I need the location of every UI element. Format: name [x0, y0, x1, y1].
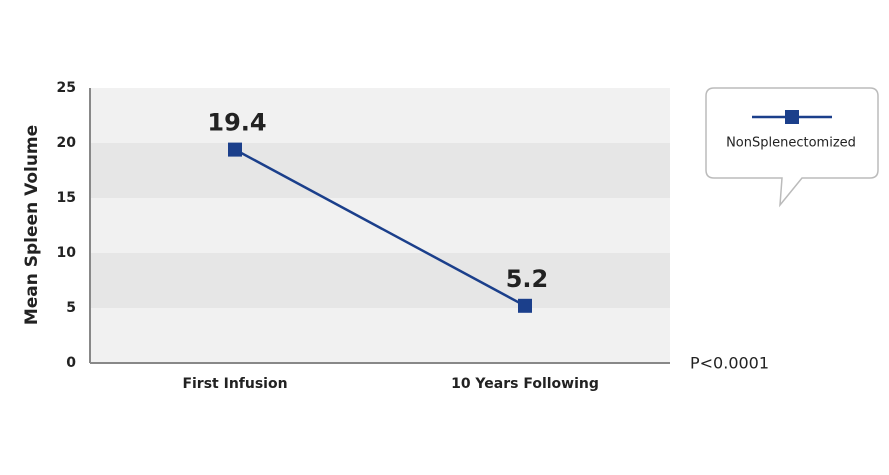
legend-box	[705, 87, 879, 208]
legend-label: NonSplenectomized	[726, 136, 856, 151]
grid-band	[90, 198, 670, 253]
y-tick-label: 0	[66, 355, 76, 371]
y-tick-label: 15	[57, 190, 76, 206]
point-marker	[518, 298, 532, 313]
annotation: P<0.0001	[690, 354, 769, 373]
value-label: 5.2	[506, 265, 549, 293]
grid-band	[90, 308, 670, 363]
point-marker	[228, 142, 242, 157]
x-tick-label: 10 Years Following	[451, 376, 599, 392]
grid-band	[90, 253, 670, 308]
grid-band	[90, 88, 670, 143]
y-tick-label: 10	[57, 245, 77, 261]
legend-marker	[785, 110, 799, 124]
value-label: 19.4	[207, 109, 266, 137]
y-tick-label: 25	[57, 80, 76, 96]
x-tick-label: First Infusion	[182, 376, 287, 392]
y-axis-label: Mean Spleen Volume	[22, 125, 42, 325]
y-tick-label: 20	[57, 135, 77, 151]
series-line	[234, 148, 526, 307]
legend: NonSplenectomized	[705, 87, 879, 208]
y-tick-label: 5	[66, 300, 76, 316]
grid-band	[90, 143, 670, 198]
